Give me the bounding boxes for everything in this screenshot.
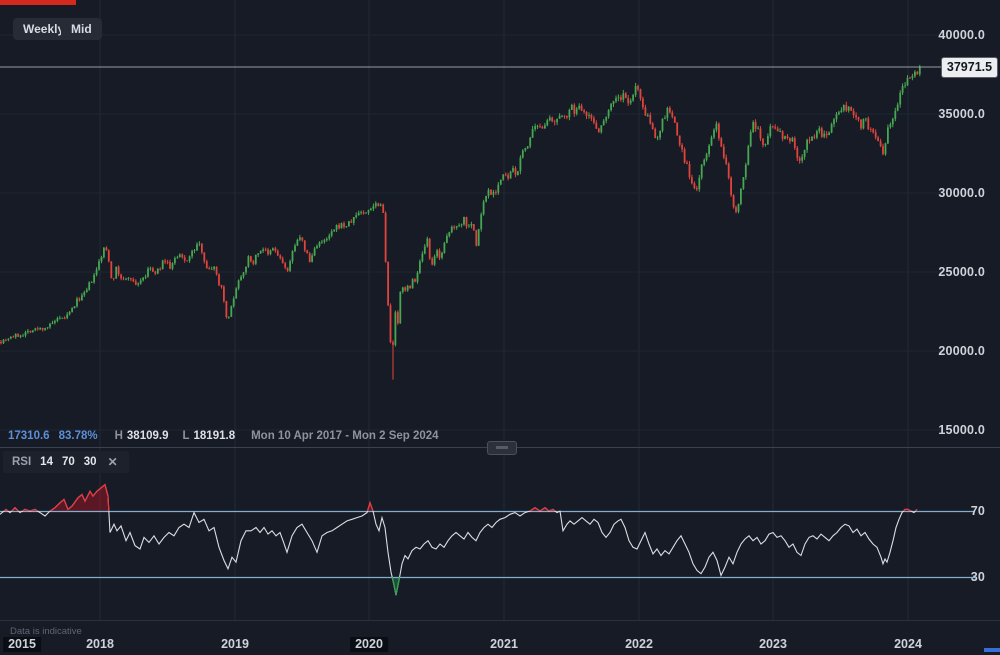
rsi-line xyxy=(0,483,918,596)
year-tick-label: 2020 xyxy=(350,637,388,652)
price-tick-label: 15000.0 xyxy=(938,423,985,437)
scrollbar-corner[interactable] xyxy=(984,648,1000,652)
high-value: 38109.9 xyxy=(126,430,169,442)
rsi-oversold-param: 30 xyxy=(83,456,97,468)
price-type-button[interactable]: Mid xyxy=(61,18,102,40)
disclaimer-text: Data is indicative xyxy=(10,626,82,637)
rsi-name: RSI xyxy=(12,456,32,468)
price-tick-label: 40000.0 xyxy=(938,28,985,42)
rsi-indicator-legend[interactable]: RSI 14 70 30 ✕ xyxy=(3,451,129,473)
current-price-tag: 37971.5 xyxy=(942,58,997,77)
close-icon[interactable]: ✕ xyxy=(107,455,118,469)
year-tick-label: 2021 xyxy=(490,637,518,651)
year-tick-label: 2022 xyxy=(625,637,653,651)
price-tick-label: 25000.0 xyxy=(938,265,985,279)
candle-wicks-up xyxy=(3,64,921,347)
visible-date-range: Mon 10 Apr 2017 - Mon 2 Sep 2024 xyxy=(251,430,439,442)
timeframe-button[interactable]: Weekly xyxy=(13,18,75,40)
candlestick-series-up xyxy=(2,67,921,345)
price-tick-label: 35000.0 xyxy=(938,107,985,121)
price-tick-label: 30000.0 xyxy=(938,186,985,200)
low-label: L xyxy=(182,430,190,442)
rsi-level-label: 30 xyxy=(970,570,985,584)
price-tick-label: 20000.0 xyxy=(938,344,985,358)
rsi-oversold-fill xyxy=(0,577,917,596)
change-value: 17310.6 xyxy=(8,430,50,442)
rsi-overbought-fill xyxy=(0,484,917,511)
rsi-overbought-param: 70 xyxy=(61,456,75,468)
high-label: H xyxy=(114,430,123,442)
rsi-line-overbought xyxy=(3,483,918,511)
year-tick-label: 2019 xyxy=(221,637,249,651)
change-percent: 83.78% xyxy=(58,430,98,442)
rsi-line-oversold xyxy=(391,577,721,596)
year-tick-label: 2015 xyxy=(3,637,41,652)
loading-progress-bar xyxy=(0,0,76,5)
year-tick-label: 2023 xyxy=(759,637,787,651)
low-value: 18191.8 xyxy=(193,430,236,442)
status-bar: 17310.6 83.78% H 38109.9 L 18191.8 Mon 1… xyxy=(8,430,439,442)
rsi-level-label: 70 xyxy=(970,504,985,518)
rsi-period: 14 xyxy=(40,456,53,468)
pane-resize-handle[interactable] xyxy=(487,441,517,455)
year-tick-label: 2024 xyxy=(894,637,922,651)
candlestick-series-down xyxy=(0,71,919,345)
year-tick-label: 2018 xyxy=(86,637,114,651)
